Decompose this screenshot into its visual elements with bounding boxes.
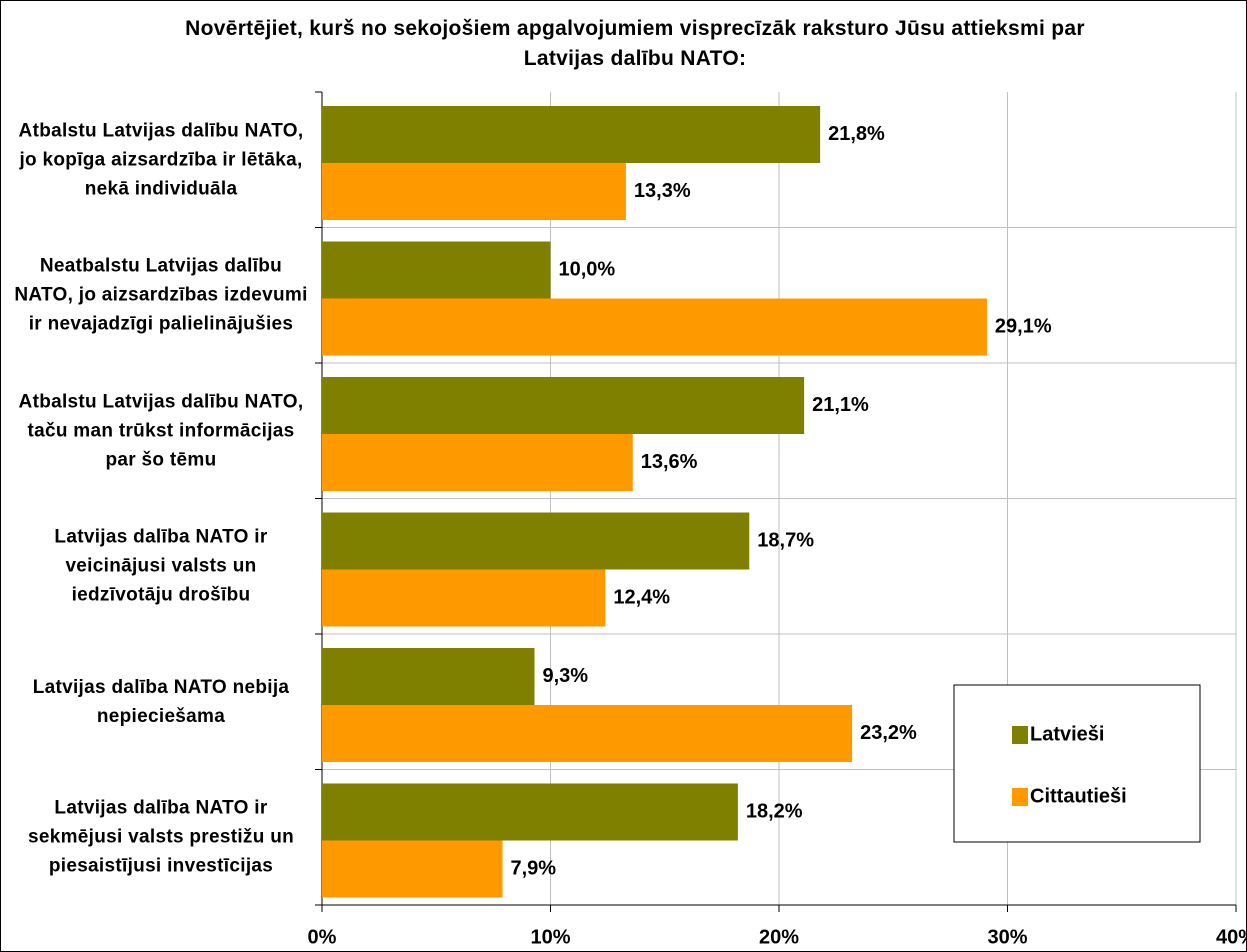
data-label: 9,3%	[543, 665, 589, 687]
x-tick-label: 10%	[530, 926, 570, 948]
legend-box	[953, 684, 1201, 843]
legend-swatch	[1012, 726, 1028, 744]
legend-label: Cittautieši	[1030, 785, 1127, 807]
bar	[322, 163, 626, 220]
bar	[322, 241, 551, 299]
data-label: 7,9%	[511, 857, 557, 879]
bar	[322, 569, 606, 627]
data-label: 23,2%	[860, 722, 917, 744]
bar	[322, 783, 738, 841]
category-label: Latvijas dalība NATO ir sekmējusi valsts…	[27, 797, 295, 877]
x-tick-label: 40%	[1216, 926, 1247, 948]
bar	[322, 106, 821, 163]
data-label: 12,4%	[613, 586, 670, 608]
bar	[322, 840, 503, 898]
bar	[322, 434, 633, 491]
data-label: 13,6%	[641, 451, 698, 473]
bar	[322, 705, 853, 762]
x-tick-label: 0%	[308, 926, 337, 948]
category-label: Latvijas dalība NATO nebija nepieciešama	[32, 676, 290, 727]
legend-swatch	[1012, 788, 1028, 806]
category-label: Latvijas dalība NATO ir veicinājusi vals…	[54, 526, 268, 606]
data-label: 10,0%	[559, 258, 616, 280]
data-label: 18,7%	[757, 529, 814, 551]
x-tick-label: 20%	[759, 926, 799, 948]
data-label: 29,1%	[995, 315, 1052, 337]
category-label: Atbalstu Latvijas dalību NATO, jo kopīga…	[18, 120, 304, 200]
data-label: 18,2%	[746, 800, 803, 822]
x-tick-label: 30%	[987, 926, 1027, 948]
bar	[322, 648, 535, 705]
data-label: 13,3%	[634, 180, 691, 202]
bar	[322, 512, 750, 570]
category-label: Atbalstu Latvijas dalību NATO, taču man …	[18, 391, 304, 471]
data-label: 21,8%	[828, 123, 885, 145]
category-label: Neatbalstu Latvijas dalību NATO, jo aizs…	[14, 255, 308, 335]
bar	[322, 298, 987, 356]
legend-label: Latvieši	[1030, 723, 1104, 745]
data-label: 21,1%	[812, 394, 869, 416]
chart-title: Novērtējiet, kurš no sekojošiem apgalvoj…	[185, 17, 1085, 70]
bar	[322, 377, 805, 434]
